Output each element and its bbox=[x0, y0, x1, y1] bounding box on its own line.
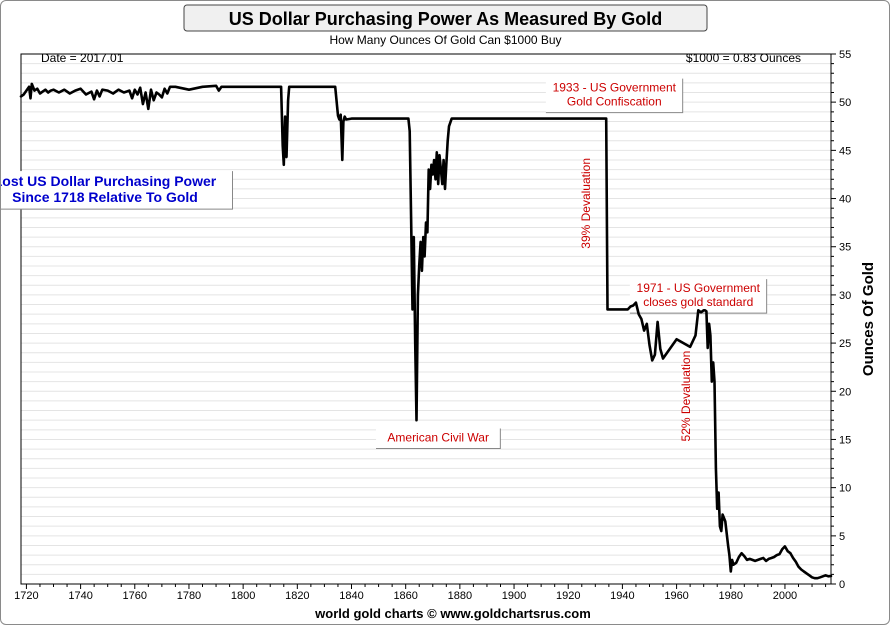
x-tick-label: 1760 bbox=[123, 590, 147, 602]
x-tick-label: 1900 bbox=[502, 590, 526, 602]
annotation-box bbox=[376, 428, 501, 449]
y-tick-label: 35 bbox=[839, 242, 851, 254]
annotation-text: Since 1718 Relative To Gold bbox=[12, 189, 198, 205]
annotation-text: Gold Confiscation bbox=[567, 95, 662, 109]
x-tick-label: 1920 bbox=[556, 590, 580, 602]
annotation: 52% Devaluation bbox=[679, 351, 693, 442]
y-tick-label: 20 bbox=[839, 386, 851, 398]
axes: 0 5 10 15 20 25 30 35 40 45 50 55 1720 1740 1760 1780 18… bbox=[14, 49, 851, 602]
annotation-text: 39% Devaluation bbox=[579, 158, 593, 249]
chart-subtitle: How Many Ounces Of Gold Can $1000 Buy bbox=[329, 33, 561, 47]
annotation-text: American Civil War bbox=[387, 430, 489, 444]
x-tick-label: 1800 bbox=[231, 590, 255, 602]
annotation-box-edge bbox=[1, 171, 233, 210]
annotation: American Civil War bbox=[376, 428, 501, 449]
annotation-box-edge bbox=[545, 78, 684, 114]
x-tick-label: 2000 bbox=[773, 590, 797, 602]
annotation-box-edge bbox=[629, 279, 768, 314]
title-box bbox=[183, 4, 708, 32]
annotation-text: 1933 - US Government bbox=[553, 81, 677, 95]
annotation-text: 1971 - US Government bbox=[637, 281, 761, 295]
x-tick-label: 1780 bbox=[177, 590, 201, 602]
annotation-text: 52% Devaluation bbox=[679, 351, 693, 442]
latest-value-label: $1000 = 0.83 Ounces bbox=[686, 51, 801, 65]
y-tick-label: 55 bbox=[839, 49, 851, 61]
x-tick-label: 1840 bbox=[339, 590, 363, 602]
series-layer bbox=[19, 82, 833, 580]
plot-area bbox=[20, 53, 832, 585]
annotation-box bbox=[1, 171, 233, 210]
y-tick-label: 30 bbox=[839, 290, 851, 302]
x-tick-label: 1880 bbox=[448, 590, 472, 602]
x-tick-label: 1720 bbox=[14, 590, 38, 602]
footer-credit: world gold charts © www.goldchartsrus.co… bbox=[314, 606, 591, 621]
y-tick-label: 10 bbox=[839, 483, 851, 495]
annotation-text: closes gold standard bbox=[643, 295, 753, 309]
grid bbox=[21, 53, 831, 585]
x-tick-label: 1940 bbox=[610, 590, 634, 602]
date-label: Date = 2017.01 bbox=[41, 51, 124, 65]
chart-title: US Dollar Purchasing Power As Measured B… bbox=[229, 9, 662, 29]
y-tick-label: 40 bbox=[839, 194, 851, 206]
annotation-text: Lost US Dollar Purchasing Power bbox=[1, 173, 217, 189]
y-tick-label: 5 bbox=[839, 531, 845, 543]
x-tick-label: 1980 bbox=[719, 590, 743, 602]
annotation: 39% Devaluation bbox=[579, 158, 593, 249]
y-axis-label: Ounces Of Gold bbox=[860, 262, 877, 376]
annotation-box-edge bbox=[376, 428, 501, 449]
x-tick-label: 1860 bbox=[393, 590, 417, 602]
annotation-box bbox=[545, 78, 683, 113]
y-tick-label: 50 bbox=[839, 97, 851, 109]
y-tick-label: 0 bbox=[839, 579, 845, 591]
y-tick-label: 15 bbox=[839, 434, 851, 446]
y-tick-label: 45 bbox=[839, 145, 851, 157]
annotation-box bbox=[629, 279, 767, 314]
y-tick-label: 25 bbox=[839, 338, 851, 350]
x-tick-label: 1820 bbox=[285, 590, 309, 602]
series-line bbox=[19, 82, 833, 580]
x-tick-label: 1960 bbox=[664, 590, 688, 602]
x-tick-label: 1740 bbox=[68, 590, 92, 602]
